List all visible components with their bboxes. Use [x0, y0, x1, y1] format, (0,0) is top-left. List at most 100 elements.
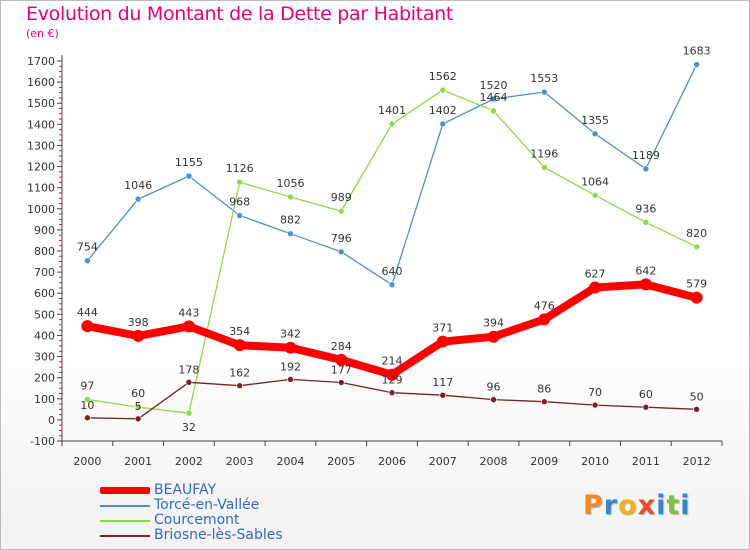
x-tick-label: 2008 [480, 455, 508, 468]
data-label: 342 [280, 328, 301, 341]
data-label: 796 [331, 232, 352, 245]
x-tick-label: 2012 [683, 455, 711, 468]
data-point [81, 320, 94, 333]
data-label: 1520 [480, 79, 508, 92]
data-label: 1064 [581, 175, 609, 188]
data-label: 627 [585, 268, 606, 281]
data-label: 129 [382, 374, 403, 387]
legend-swatch [100, 534, 150, 537]
data-point [541, 164, 548, 171]
data-point [236, 212, 243, 219]
data-label: 117 [432, 376, 453, 389]
y-tick-label: 1100 [27, 182, 55, 195]
data-point [185, 172, 193, 180]
data-point [233, 339, 246, 352]
data-point [185, 379, 193, 386]
data-label: 177 [331, 364, 352, 377]
logo-letter: i [680, 490, 691, 521]
x-tick-label: 2000 [73, 455, 101, 468]
data-label: 579 [686, 278, 707, 291]
data-label: 86 [537, 383, 551, 396]
data-point [388, 120, 396, 128]
data-point [541, 398, 548, 406]
data-label: 398 [128, 316, 149, 329]
data-point [134, 415, 142, 423]
data-point [132, 329, 145, 342]
data-point [639, 278, 652, 291]
x-tick-label: 2003 [226, 455, 254, 468]
data-point [84, 257, 91, 265]
x-tick-label: 2011 [632, 455, 660, 468]
legend-label: Courcemont [154, 512, 240, 528]
x-tick-label: 2004 [276, 455, 304, 468]
logo-letter: i [656, 490, 667, 521]
y-tick-label: 600 [34, 287, 55, 300]
data-label: 642 [635, 264, 656, 277]
data-label: 1464 [480, 91, 508, 104]
data-label: 1056 [276, 177, 304, 190]
data-label: 1562 [429, 70, 457, 83]
logo-letter: o [618, 490, 638, 521]
y-tick-label: 500 [34, 308, 55, 321]
data-point [538, 313, 551, 326]
legend-item: Briosne-lès-Sables [100, 528, 283, 543]
data-label: 476 [534, 299, 555, 312]
y-tick-label: 200 [34, 372, 55, 385]
data-label: 10 [80, 399, 94, 412]
y-tick-label: 1500 [27, 97, 55, 110]
y-tick-label: 1700 [27, 55, 55, 68]
x-tick-label: 2010 [581, 455, 609, 468]
data-label: 371 [432, 322, 453, 335]
data-label: 1189 [632, 149, 660, 162]
data-point [287, 376, 294, 383]
data-point [490, 95, 497, 103]
data-point [693, 61, 700, 68]
data-label: 60 [639, 388, 653, 401]
y-tick-label: 1200 [27, 161, 55, 174]
legend-label: BEAUFAY [154, 482, 217, 498]
data-point [84, 414, 91, 422]
data-label: 394 [483, 317, 504, 330]
legend-item: Torcé-en-Vallée [100, 498, 283, 513]
legend-label: Torcé-en-Vallée [154, 497, 260, 513]
data-label: 1196 [530, 147, 558, 160]
x-tick-label: 2001 [124, 455, 152, 468]
data-label: 50 [690, 390, 704, 403]
data-point [386, 368, 398, 381]
data-point [591, 130, 599, 138]
legend-item: Courcemont [100, 513, 283, 528]
y-tick-label: 800 [34, 245, 55, 258]
y-tick-label: 1400 [27, 118, 55, 131]
data-point [134, 195, 142, 203]
data-label: 754 [77, 241, 98, 254]
data-point [591, 191, 599, 199]
data-label: 989 [331, 191, 352, 204]
data-point [335, 353, 348, 366]
data-label: 1683 [683, 45, 711, 58]
logo-letter: P [583, 490, 604, 521]
data-point [439, 120, 447, 128]
x-tick-label: 2005 [327, 455, 355, 468]
data-point [693, 243, 700, 251]
data-point [490, 396, 497, 403]
data-label: 32 [182, 421, 196, 434]
data-label: 443 [178, 306, 199, 319]
data-label: 640 [382, 265, 403, 278]
data-label: 96 [487, 381, 501, 394]
data-point [439, 391, 447, 399]
data-point [337, 207, 345, 215]
data-label: 444 [77, 306, 98, 319]
y-tick-label: 0 [48, 414, 55, 427]
legend-label: Briosne-lès-Sables [154, 527, 283, 543]
data-label: 214 [382, 355, 403, 368]
data-label: 1553 [530, 72, 558, 85]
logo-letter: r [603, 490, 619, 521]
data-point [589, 281, 602, 294]
data-point [236, 382, 243, 389]
data-point [642, 218, 650, 226]
data-label: 882 [280, 214, 301, 227]
data-point [487, 330, 500, 343]
data-point [388, 281, 396, 289]
y-tick-label: 400 [34, 329, 55, 342]
